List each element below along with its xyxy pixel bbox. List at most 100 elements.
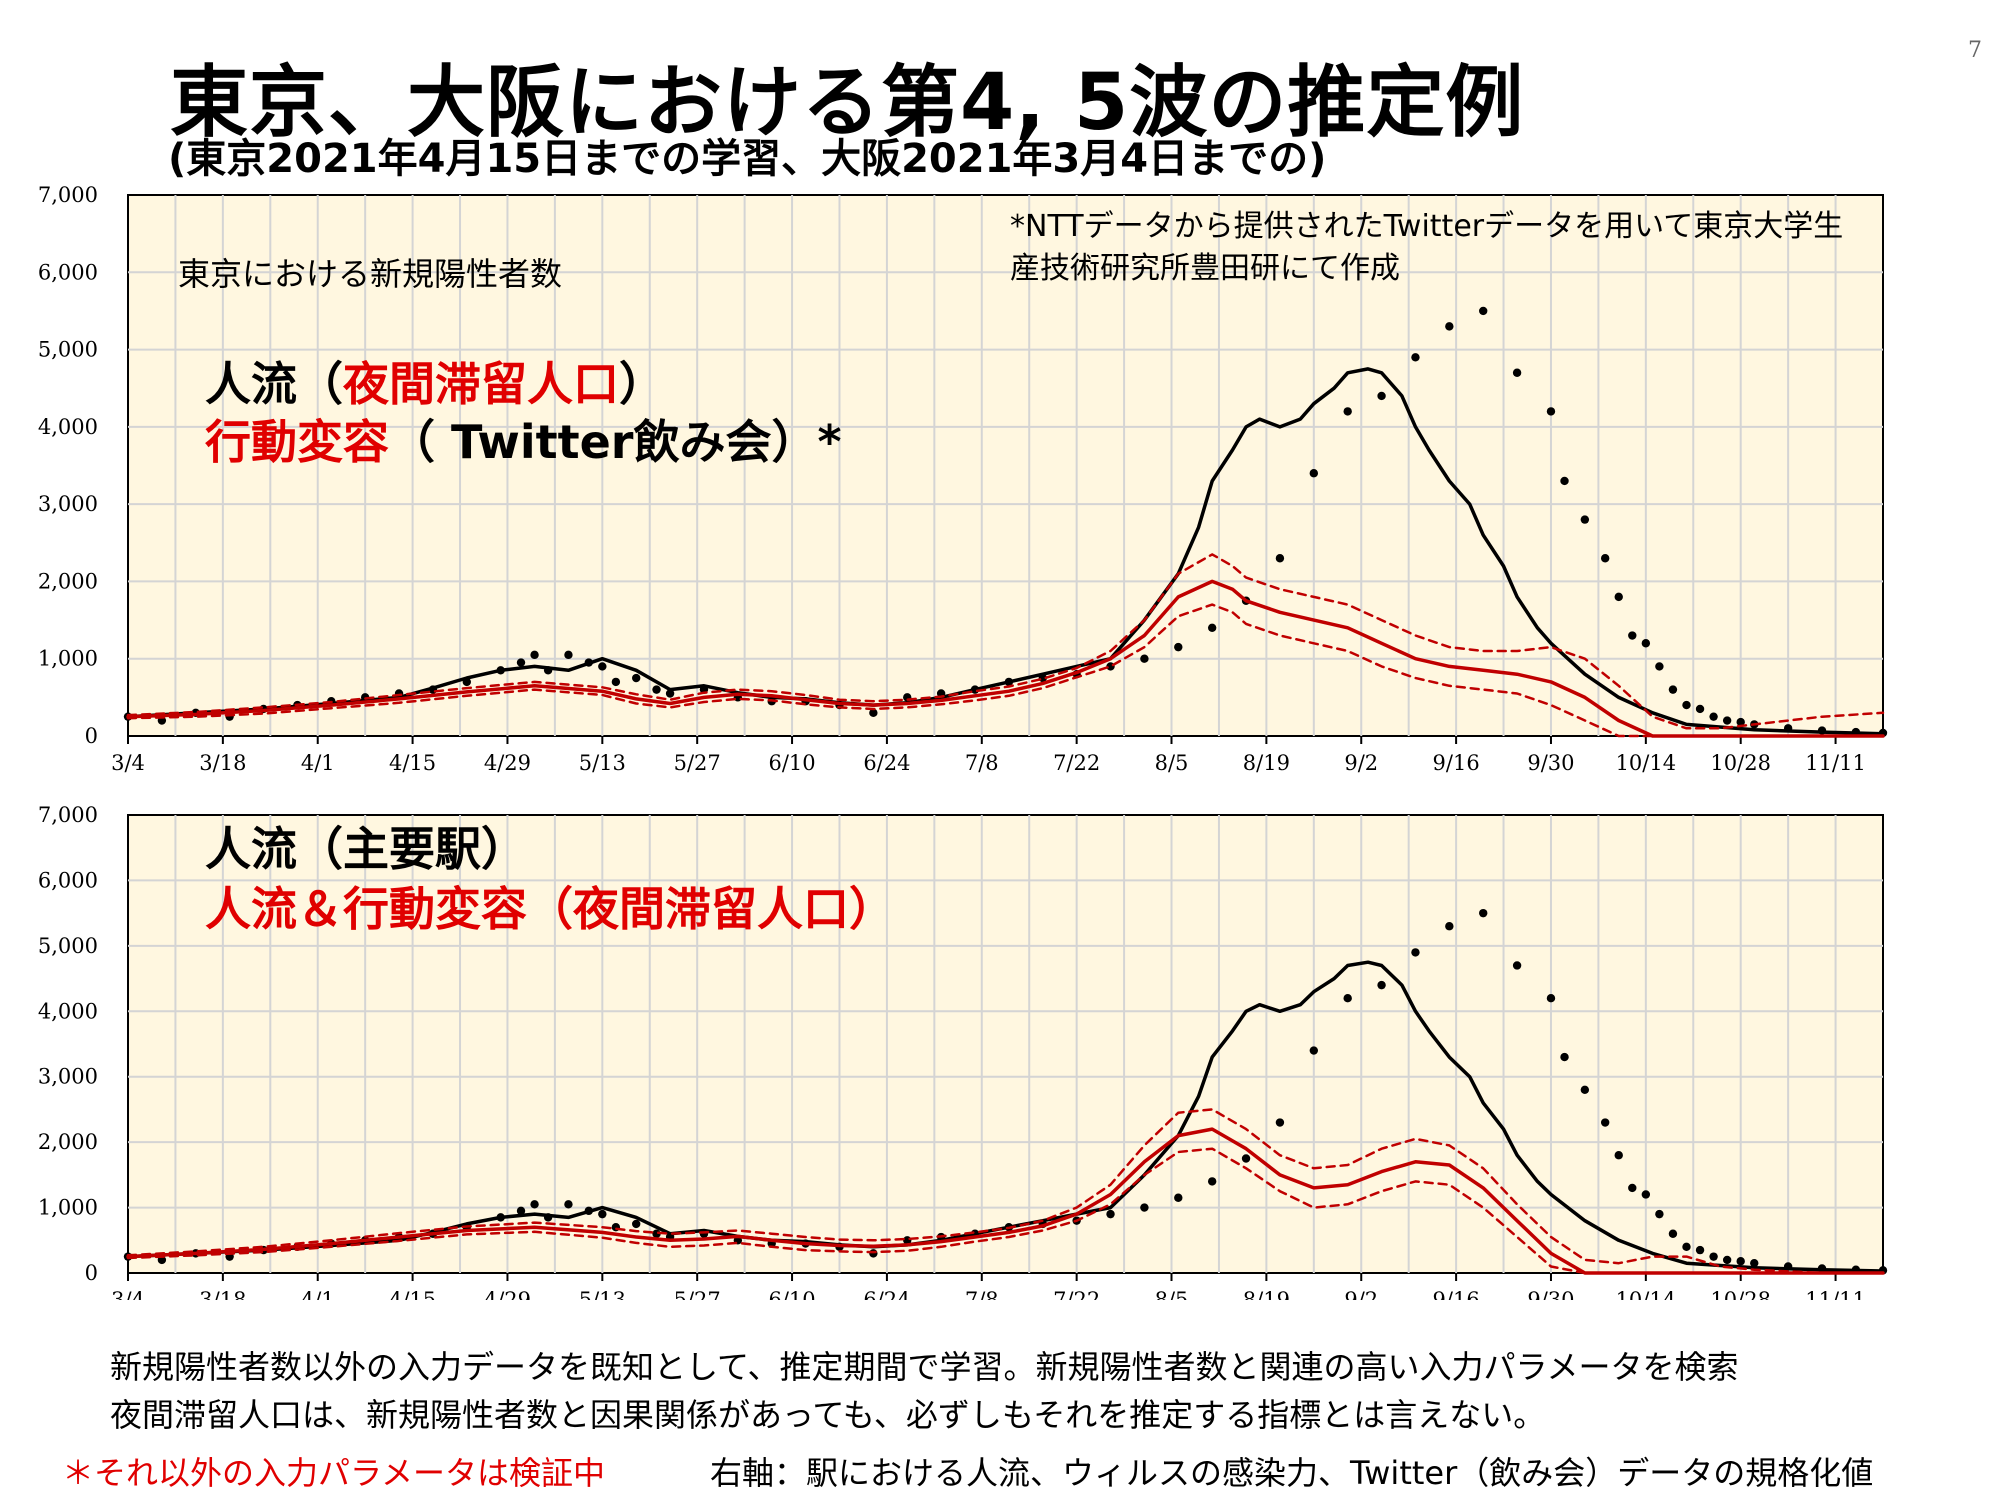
data-point [869,708,878,718]
legend-text-black: （ Twitter飲み会）* [389,415,842,469]
data-point [1479,306,1488,316]
data-point [1722,716,1732,725]
x-tick-label: 4/29 [484,1288,531,1300]
data-point [1655,662,1664,671]
x-tick-label: 5/13 [579,1288,626,1300]
data-point [1343,994,1352,1003]
data-point [1628,1183,1637,1193]
axis-ticks: 0 1,000 2,000 3,000 4,000 5,000 6,000 7,000 3/4 3… [38,803,1866,1300]
plot-area [127,814,1884,1274]
y-tick-label: 2,000 [38,569,98,593]
data-point [1580,1085,1590,1095]
x-tick-label: 8/19 [1243,1288,1290,1300]
x-tick-label: 3/18 [199,1288,246,1300]
x-tick-label: 3/4 [111,751,145,775]
page-subtitle: (東京2021年4月15日までの学習、大阪2021年3月4日までの) [168,136,1327,182]
x-tick-label: 11/11 [1805,751,1866,775]
y-tick-label: 7,000 [38,185,98,207]
x-tick-label: 4/15 [389,1288,436,1300]
data-point [1722,1255,1732,1265]
series-line [126,579,1885,738]
legend-text-black: 人流（ [205,357,343,411]
x-tick-label: 8/5 [1155,1288,1189,1300]
data-point [869,1249,878,1258]
source-note-line2: 産技術研究所豊田研にて作成 [1010,251,1400,286]
legend-line-1: 人流（主要駅） [205,822,527,876]
data-point [1600,554,1610,563]
data-point [564,650,573,660]
legend-line-1: 人流（夜間滞留人口） [205,357,665,411]
x-tick-label: 4/1 [301,751,335,775]
data-point [1668,685,1678,694]
data-point [598,1209,607,1219]
x-tick-label: 7/8 [965,1288,999,1300]
data-point [516,1206,526,1216]
legend-text-red: 行動変容 [205,415,389,469]
x-tick-label: 9/2 [1344,751,1378,775]
x-tick-label: 8/19 [1243,751,1290,775]
data-point [1614,592,1623,602]
page-number: 7 [1968,38,1982,63]
data-point [1628,631,1637,640]
data-point [1207,1177,1217,1186]
y-tick-label: 6,000 [38,868,98,892]
chart-tokyo-top: 0 1,000 2,000 3,000 4,000 5,000 6,000 7,000 3/4 3… [38,185,1888,775]
x-tick-label: 10/14 [1616,1288,1677,1300]
data-point [1736,1257,1745,1266]
x-tick-label: 6/24 [863,1288,910,1300]
data-point [1709,1252,1718,1261]
data-point [632,1219,641,1229]
y-tick-label: 7,000 [38,803,98,827]
page-title: 東京、大阪における第4, 5波の推定例 [170,58,1525,148]
data-point [1411,948,1420,957]
footer-text-line2: 夜間滞留人口は、新規陽性者数と因果関係があっても、必ずしもそれを推定する指標とは… [110,1396,1546,1434]
data-point [530,1200,539,1209]
y-tick-label: 5,000 [38,934,98,958]
data-point [1750,1258,1759,1268]
data-point [1580,515,1590,524]
grid [128,195,1883,736]
x-tick-label: 11/11 [1805,1288,1866,1300]
x-tick-label: 4/29 [484,751,531,775]
data-point [1560,1052,1569,1062]
data-point [1560,476,1569,486]
data-point [1140,654,1149,663]
data-point [1241,1154,1251,1163]
y-tick-label: 3,000 [38,1065,98,1089]
y-tick-label: 3,000 [38,492,98,516]
data-point [516,658,526,667]
data-point [1695,1245,1705,1255]
data-point [1174,1193,1183,1202]
y-tick-label: 0 [85,724,98,748]
x-tick-label: 10/28 [1710,751,1771,775]
y-tick-label: 1,000 [38,1196,98,1220]
data-point [665,689,675,698]
legend-line-2: 人流＆行動変容（夜間滞留人口） [205,882,895,936]
data-point [1546,407,1556,416]
data-point [598,662,607,671]
data-point [1275,1118,1285,1127]
x-tick-label: 4/1 [301,1288,335,1300]
x-tick-label: 9/2 [1344,1288,1378,1300]
y-tick-label: 4,000 [38,415,98,439]
y-tick-label: 5,000 [38,338,98,362]
data-point [1411,353,1420,362]
chart-tokyo-bottom: 0 1,000 2,000 3,000 4,000 5,000 6,000 7,000 3/4 3… [38,803,1888,1300]
panel-caption: 東京における新規陽性者数 [178,255,562,293]
data-point [1546,994,1556,1003]
series-line-dashed [126,1147,1885,1275]
source-note-line1: *NTTデータから提供されたTwitterデータを用いて東京大学生 [1010,209,1843,244]
x-tick-label: 5/27 [674,751,721,775]
data-point [1512,368,1522,377]
plot-area [127,194,1884,737]
legend-text-red: 夜間滞留人口 [342,357,619,411]
axis-ticks: 0 1,000 2,000 3,000 4,000 5,000 6,000 7,000 3/4 3… [38,185,1866,775]
data-point [1207,623,1217,632]
data-point [1655,1209,1664,1219]
x-tick-label: 3/18 [199,751,246,775]
y-tick-label: 0 [85,1261,98,1285]
x-tick-label: 6/10 [768,1288,815,1300]
x-tick-label: 4/15 [389,751,436,775]
data-point [1641,1190,1651,1199]
data-point [1445,322,1454,331]
